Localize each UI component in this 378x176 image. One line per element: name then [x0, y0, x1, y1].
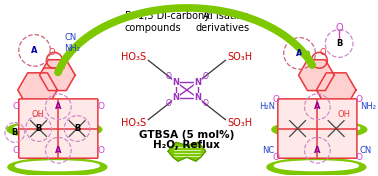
Polygon shape: [168, 142, 206, 161]
Text: O: O: [335, 23, 343, 33]
Text: CN: CN: [64, 33, 76, 42]
Polygon shape: [299, 60, 334, 91]
Text: H₂N: H₂N: [259, 102, 275, 111]
Text: O: O: [355, 95, 363, 104]
Text: OH: OH: [338, 110, 350, 119]
Text: A: A: [31, 46, 38, 55]
Text: O: O: [319, 48, 325, 57]
Ellipse shape: [267, 158, 366, 176]
Text: HO₃S: HO₃S: [121, 52, 146, 62]
Text: GTBSA (5 mol%): GTBSA (5 mol%): [139, 130, 235, 140]
Text: B: 1,3 Di-carbonyl
compounds: B: 1,3 Di-carbonyl compounds: [125, 11, 212, 33]
Text: B: B: [12, 128, 18, 137]
Text: O: O: [165, 99, 171, 108]
Ellipse shape: [272, 121, 367, 138]
Text: O: O: [203, 99, 209, 108]
Text: O: O: [355, 153, 363, 162]
Text: NH₂: NH₂: [64, 44, 80, 53]
Text: NC: NC: [263, 146, 275, 155]
Text: O: O: [12, 146, 19, 155]
Text: O: O: [48, 48, 55, 57]
Text: A: A: [296, 49, 303, 58]
Polygon shape: [40, 60, 75, 91]
Text: O: O: [272, 95, 279, 104]
Text: CN: CN: [360, 146, 372, 155]
Ellipse shape: [8, 158, 107, 176]
Text: O: O: [98, 146, 104, 155]
Ellipse shape: [7, 121, 102, 138]
Ellipse shape: [279, 123, 360, 133]
Text: N: N: [172, 78, 180, 87]
Text: A: Isatine
derivatives: A: Isatine derivatives: [195, 11, 249, 33]
Text: SO₃H: SO₃H: [228, 118, 253, 128]
Text: B: B: [74, 124, 80, 133]
Text: A: A: [55, 146, 62, 155]
Text: H₂O, Reflux: H₂O, Reflux: [153, 140, 220, 150]
Text: O: O: [12, 102, 19, 111]
Text: N: N: [194, 93, 201, 102]
Text: B: B: [36, 124, 42, 133]
Text: B: B: [336, 39, 342, 48]
Text: N: N: [172, 93, 180, 102]
Polygon shape: [18, 73, 57, 107]
FancyBboxPatch shape: [278, 99, 357, 158]
Text: N: N: [194, 78, 201, 87]
Polygon shape: [316, 73, 356, 107]
Text: A: A: [55, 102, 62, 111]
Text: NH₂: NH₂: [360, 102, 376, 111]
FancyBboxPatch shape: [19, 99, 98, 158]
Text: O: O: [203, 72, 209, 81]
Text: A: A: [314, 146, 321, 155]
Text: A: A: [314, 102, 321, 111]
Ellipse shape: [14, 123, 95, 133]
Text: O: O: [165, 72, 171, 81]
Text: OH: OH: [31, 110, 44, 119]
Ellipse shape: [15, 161, 99, 171]
Text: HO₃S: HO₃S: [121, 118, 146, 128]
Text: O: O: [272, 153, 279, 162]
Text: O: O: [98, 102, 104, 111]
Text: SO₃H: SO₃H: [228, 52, 253, 62]
Ellipse shape: [274, 161, 358, 171]
